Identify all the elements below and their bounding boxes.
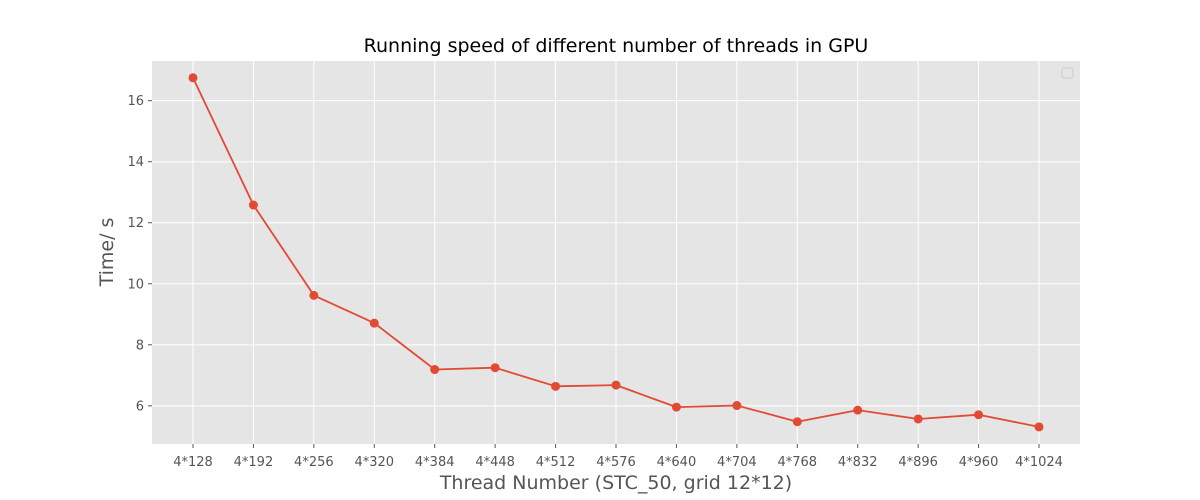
y-axis-title: Time/ s bbox=[96, 218, 118, 288]
data-point bbox=[369, 318, 379, 328]
data-point bbox=[188, 73, 198, 83]
x-tick-label: 4*384 bbox=[415, 455, 455, 470]
y-tick-label: 12 bbox=[127, 216, 144, 231]
x-tick-label: 4*448 bbox=[475, 455, 515, 470]
data-point bbox=[913, 414, 923, 424]
y-tick-label: 8 bbox=[136, 338, 144, 353]
data-point bbox=[551, 381, 561, 391]
grid-lines bbox=[152, 61, 1080, 444]
data-point bbox=[671, 402, 681, 412]
data-point bbox=[611, 380, 621, 390]
series-group bbox=[188, 73, 1044, 432]
data-point bbox=[853, 405, 863, 415]
x-tick-label: 4*128 bbox=[173, 455, 213, 470]
data-point bbox=[309, 290, 319, 300]
data-point bbox=[732, 401, 742, 411]
x-axis-ticks: 4*128 4*192 4*256 4*320 4*384 4*448 4*512 4*576… bbox=[173, 444, 1063, 470]
y-tick-label: 14 bbox=[127, 155, 144, 170]
x-tick-label: 4*960 bbox=[959, 455, 999, 470]
x-tick-label: 4*1024 bbox=[1015, 455, 1063, 470]
legend-box bbox=[1061, 67, 1074, 79]
y-tick-label: 10 bbox=[127, 277, 144, 292]
data-point bbox=[248, 200, 258, 210]
x-tick-label: 4*640 bbox=[657, 455, 697, 470]
y-tick-label: 6 bbox=[136, 399, 144, 414]
data-point bbox=[974, 410, 984, 420]
data-point bbox=[430, 365, 440, 375]
data-point bbox=[792, 417, 802, 427]
x-tick-label: 4*832 bbox=[838, 455, 878, 470]
x-tick-label: 4*320 bbox=[354, 455, 394, 470]
x-tick-label: 4*576 bbox=[596, 455, 636, 470]
data-point bbox=[490, 363, 500, 373]
x-tick-label: 4*704 bbox=[717, 455, 757, 470]
x-tick-label: 4*768 bbox=[777, 455, 817, 470]
x-tick-label: 4*896 bbox=[898, 455, 938, 470]
y-tick-label: 16 bbox=[127, 94, 144, 109]
x-axis-title: Thread Number (STC_50, grid 12*12) bbox=[439, 472, 792, 494]
x-tick-label: 4*256 bbox=[294, 455, 334, 470]
x-tick-label: 4*192 bbox=[234, 455, 274, 470]
chart-title: Running speed of different number of thr… bbox=[364, 35, 869, 57]
x-tick-label: 4*512 bbox=[536, 455, 576, 470]
data-point bbox=[1034, 422, 1044, 432]
y-axis-ticks: 6 8 10 12 14 16 bbox=[127, 94, 152, 414]
